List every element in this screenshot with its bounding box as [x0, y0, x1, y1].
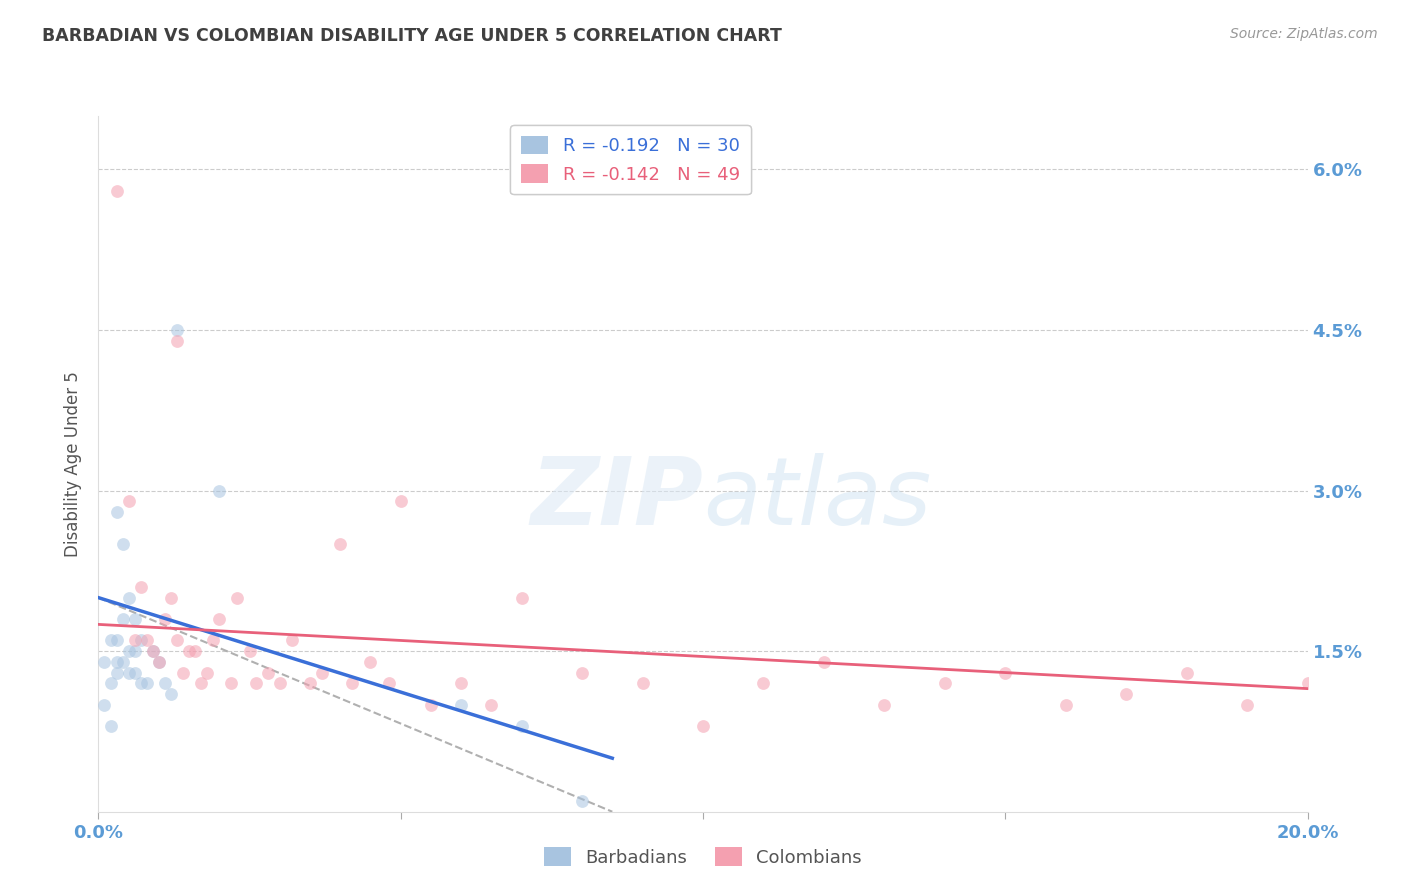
Point — [142, 644, 165, 658]
Point — [153, 676, 176, 690]
Point — [93, 655, 115, 669]
Point — [124, 633, 146, 648]
Point — [179, 644, 201, 658]
Point — [195, 665, 218, 680]
Point — [124, 644, 146, 658]
Point — [934, 676, 956, 690]
Point — [100, 676, 122, 690]
Point — [873, 698, 896, 712]
Point — [571, 794, 593, 808]
Y-axis label: Disability Age Under 5: Disability Age Under 5 — [65, 371, 83, 557]
Point — [256, 665, 278, 680]
Point — [105, 505, 128, 519]
Point — [510, 719, 533, 733]
Point — [631, 676, 654, 690]
Point — [420, 698, 443, 712]
Point — [148, 655, 170, 669]
Point — [1236, 698, 1258, 712]
Point — [692, 719, 714, 733]
Point — [450, 676, 472, 690]
Point — [93, 698, 115, 712]
Legend: R = -0.192   N = 30, R = -0.142   N = 49: R = -0.192 N = 30, R = -0.142 N = 49 — [510, 125, 751, 194]
Point — [329, 537, 352, 551]
Point — [510, 591, 533, 605]
Point — [118, 494, 141, 508]
Point — [118, 665, 141, 680]
Text: ZIP: ZIP — [530, 452, 703, 545]
Point — [269, 676, 291, 690]
Point — [208, 612, 231, 626]
Point — [124, 665, 146, 680]
Point — [245, 676, 267, 690]
Point — [184, 644, 207, 658]
Point — [135, 676, 157, 690]
Point — [129, 633, 152, 648]
Point — [166, 633, 188, 648]
Point — [342, 676, 364, 690]
Point — [752, 676, 775, 690]
Point — [124, 612, 146, 626]
Point — [377, 676, 399, 690]
Point — [160, 591, 183, 605]
Point — [281, 633, 304, 648]
Text: Source: ZipAtlas.com: Source: ZipAtlas.com — [1230, 27, 1378, 41]
Text: atlas: atlas — [703, 453, 931, 544]
Point — [450, 698, 472, 712]
Point — [360, 655, 382, 669]
Point — [105, 665, 128, 680]
Point — [1175, 665, 1198, 680]
Point — [1115, 687, 1137, 701]
Point — [299, 676, 322, 690]
Point — [111, 612, 134, 626]
Point — [111, 537, 134, 551]
Legend: Barbadians, Colombians: Barbadians, Colombians — [537, 840, 869, 874]
Point — [311, 665, 333, 680]
Point — [105, 633, 128, 648]
Point — [221, 676, 243, 690]
Point — [153, 612, 176, 626]
Point — [166, 323, 188, 337]
Point — [239, 644, 262, 658]
Point — [129, 676, 152, 690]
Point — [1296, 676, 1319, 690]
Point — [105, 655, 128, 669]
Point — [172, 665, 194, 680]
Point — [105, 184, 128, 198]
Point — [571, 665, 593, 680]
Point — [481, 698, 503, 712]
Point — [148, 655, 170, 669]
Point — [135, 633, 157, 648]
Point — [190, 676, 212, 690]
Point — [208, 483, 231, 498]
Point — [111, 655, 134, 669]
Point — [166, 334, 188, 348]
Point — [118, 591, 141, 605]
Text: BARBADIAN VS COLOMBIAN DISABILITY AGE UNDER 5 CORRELATION CHART: BARBADIAN VS COLOMBIAN DISABILITY AGE UN… — [42, 27, 782, 45]
Point — [813, 655, 835, 669]
Point — [994, 665, 1017, 680]
Point — [389, 494, 412, 508]
Point — [100, 719, 122, 733]
Point — [202, 633, 225, 648]
Point — [160, 687, 183, 701]
Point — [118, 644, 141, 658]
Point — [226, 591, 249, 605]
Point — [129, 580, 152, 594]
Point — [1054, 698, 1077, 712]
Point — [100, 633, 122, 648]
Point — [142, 644, 165, 658]
